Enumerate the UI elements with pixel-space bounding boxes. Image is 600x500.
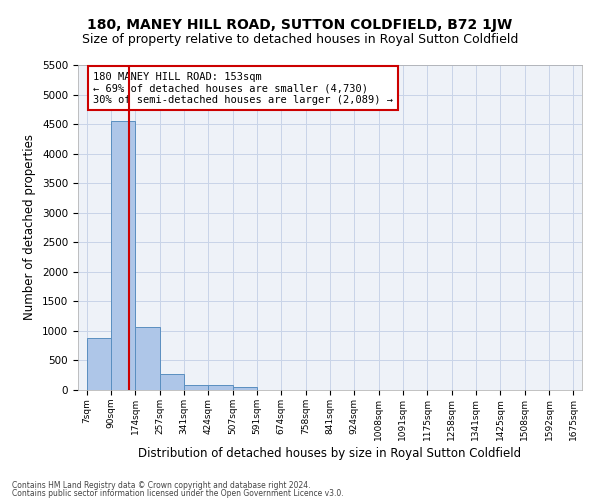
Bar [87,338,111,390]
Bar [208,386,233,390]
Text: Contains HM Land Registry data © Crown copyright and database right 2024.: Contains HM Land Registry data © Crown c… [12,480,311,490]
X-axis label: Distribution of detached houses by size in Royal Sutton Coldfield: Distribution of detached houses by size … [139,446,521,460]
Bar [160,374,184,390]
Text: 180 MANEY HILL ROAD: 153sqm
← 69% of detached houses are smaller (4,730)
30% of : 180 MANEY HILL ROAD: 153sqm ← 69% of det… [93,72,393,104]
Text: Size of property relative to detached houses in Royal Sutton Coldfield: Size of property relative to detached ho… [82,32,518,46]
Text: 180, MANEY HILL ROAD, SUTTON COLDFIELD, B72 1JW: 180, MANEY HILL ROAD, SUTTON COLDFIELD, … [88,18,512,32]
Bar [184,385,208,390]
Y-axis label: Number of detached properties: Number of detached properties [23,134,37,320]
Bar [111,120,136,390]
Text: Contains public sector information licensed under the Open Government Licence v3: Contains public sector information licen… [12,489,344,498]
Bar [233,387,257,390]
Bar [136,328,160,390]
